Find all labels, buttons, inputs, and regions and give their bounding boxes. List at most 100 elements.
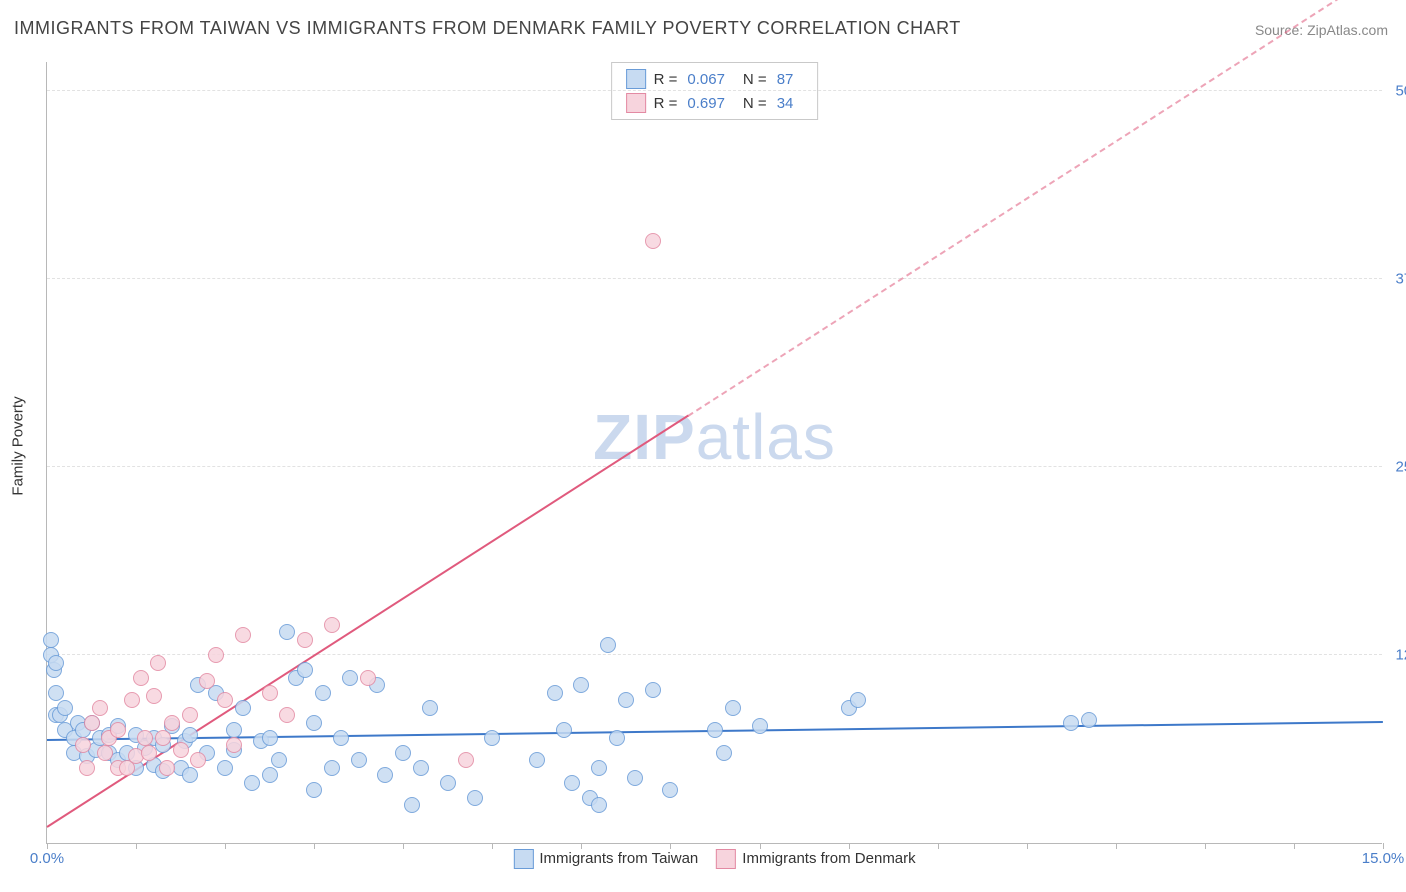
data-point	[306, 715, 322, 731]
data-point	[262, 730, 278, 746]
data-point	[752, 718, 768, 734]
data-point	[360, 670, 376, 686]
data-point	[279, 624, 295, 640]
legend-series-item: Immigrants from Denmark	[716, 849, 915, 869]
data-point	[48, 685, 64, 701]
legend-swatch	[513, 849, 533, 869]
data-point	[226, 737, 242, 753]
data-point	[404, 797, 420, 813]
data-point	[1063, 715, 1079, 731]
data-point	[591, 797, 607, 813]
data-point	[645, 682, 661, 698]
x-tick-label: 0.0%	[30, 850, 64, 867]
x-tick	[1294, 843, 1295, 849]
gridline-h	[47, 654, 1382, 655]
y-tick-label: 12.5%	[1388, 647, 1406, 664]
watermark-rest: atlas	[696, 401, 836, 473]
x-tick	[849, 843, 850, 849]
data-point	[262, 767, 278, 783]
data-point	[84, 715, 100, 731]
legend-stat-row: R =0.067N =87	[612, 67, 818, 91]
x-tick	[760, 843, 761, 849]
legend-swatch	[716, 849, 736, 869]
data-point	[529, 752, 545, 768]
data-point	[315, 685, 331, 701]
y-axis-label: Family Poverty	[10, 396, 27, 495]
data-point	[662, 782, 678, 798]
scatter-plot-area: ZIPatlas R =0.067N =87R =0.697N =34 Immi…	[46, 62, 1382, 844]
data-point	[271, 752, 287, 768]
data-point	[573, 677, 589, 693]
data-point	[262, 685, 278, 701]
legend-n-label: N =	[743, 95, 767, 112]
data-point	[217, 692, 233, 708]
data-point	[48, 655, 64, 671]
data-point	[413, 760, 429, 776]
legend-r-value: 0.697	[687, 95, 725, 112]
legend-swatch	[626, 69, 646, 89]
data-point	[141, 745, 157, 761]
legend-series-label: Immigrants from Taiwan	[539, 850, 698, 867]
data-point	[244, 775, 260, 791]
data-point	[97, 745, 113, 761]
data-point	[333, 730, 349, 746]
gridline-h	[47, 278, 1382, 279]
data-point	[182, 707, 198, 723]
data-point	[235, 700, 251, 716]
data-point	[146, 688, 162, 704]
source-value: ZipAtlas.com	[1307, 22, 1388, 38]
data-point	[155, 730, 171, 746]
x-tick	[1383, 843, 1384, 849]
x-tick	[1116, 843, 1117, 849]
data-point	[190, 752, 206, 768]
data-point	[600, 637, 616, 653]
x-tick	[670, 843, 671, 849]
data-point	[159, 760, 175, 776]
y-tick-label: 25.0%	[1388, 459, 1406, 476]
data-point	[226, 722, 242, 738]
x-tick	[581, 843, 582, 849]
gridline-h	[47, 466, 1382, 467]
data-point	[164, 715, 180, 731]
data-point	[422, 700, 438, 716]
data-point	[124, 692, 140, 708]
data-point	[716, 745, 732, 761]
data-point	[137, 730, 153, 746]
data-point	[564, 775, 580, 791]
legend-r-value: 0.067	[687, 71, 725, 88]
data-point	[1081, 712, 1097, 728]
data-point	[75, 737, 91, 753]
source-attribution: Source: ZipAtlas.com	[1255, 22, 1388, 38]
data-point	[627, 770, 643, 786]
x-tick	[314, 843, 315, 849]
legend-n-label: N =	[743, 71, 767, 88]
data-point	[173, 742, 189, 758]
data-point	[458, 752, 474, 768]
data-point	[725, 700, 741, 716]
legend-series-row: Immigrants from Taiwan Immigrants from De…	[513, 849, 915, 869]
legend-series-label: Immigrants from Denmark	[742, 850, 915, 867]
data-point	[133, 670, 149, 686]
legend-n-value: 34	[777, 95, 794, 112]
data-point	[618, 692, 634, 708]
data-point	[707, 722, 723, 738]
data-point	[351, 752, 367, 768]
data-point	[297, 662, 313, 678]
x-tick-label: 15.0%	[1362, 850, 1405, 867]
y-tick-label: 50.0%	[1388, 83, 1406, 100]
data-point	[556, 722, 572, 738]
data-point	[208, 647, 224, 663]
x-tick	[403, 843, 404, 849]
data-point	[235, 627, 251, 643]
legend-n-value: 87	[777, 71, 794, 88]
gridline-h	[47, 90, 1382, 91]
data-point	[850, 692, 866, 708]
data-point	[467, 790, 483, 806]
data-point	[591, 760, 607, 776]
data-point	[150, 655, 166, 671]
x-tick	[1205, 843, 1206, 849]
legend-stat-row: R =0.697N =34	[612, 91, 818, 115]
data-point	[79, 760, 95, 776]
data-point	[182, 767, 198, 783]
data-point	[217, 760, 233, 776]
